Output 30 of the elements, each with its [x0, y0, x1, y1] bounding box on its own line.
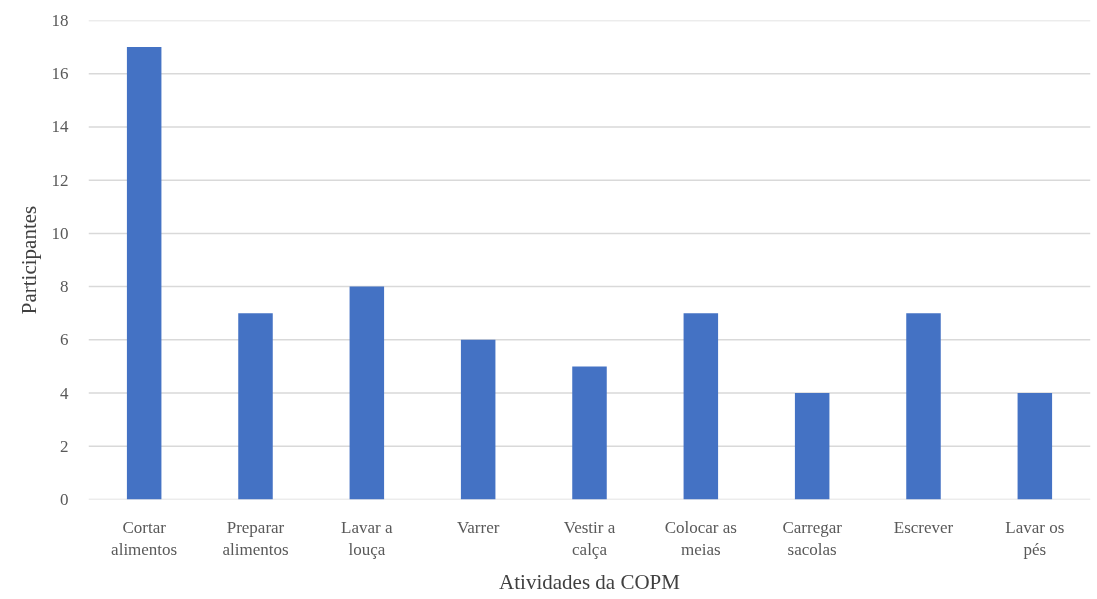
bar [1017, 393, 1053, 500]
bar [238, 313, 273, 500]
bar [906, 313, 941, 500]
x-tick-label: Preparar alimentos [222, 517, 289, 560]
x-axis-title: Atividades da COPM [499, 570, 681, 595]
x-tick-label: Vestir a calça [563, 517, 616, 560]
x-tick-label: Colocar as meias [664, 517, 737, 560]
bar [126, 47, 162, 500]
bar [683, 313, 719, 500]
x-tick-label: Cortar alimentos [111, 517, 178, 560]
y-tick-label: 12 [51, 170, 69, 190]
y-tick-label: 10 [51, 223, 69, 243]
x-tick-label: Lavar a louça [341, 517, 393, 560]
y-tick-label: 18 [51, 11, 69, 30]
y-tick-label: 6 [60, 330, 69, 350]
y-tick-label: 16 [51, 64, 69, 84]
bar [349, 286, 385, 500]
x-tick-label: Escrever [893, 517, 954, 537]
y-tick-label: 4 [60, 383, 69, 403]
bar [572, 366, 607, 500]
y-tick-label: 0 [60, 490, 69, 509]
x-tick-label: Varrer [456, 517, 500, 537]
x-tick-label: Lavar os pés [1005, 517, 1065, 560]
y-tick-label: 14 [51, 117, 69, 137]
y-tick-label: 8 [60, 277, 69, 297]
y-axis-title: Participantes [16, 205, 41, 315]
bar [794, 393, 830, 500]
y-tick-label: 2 [60, 436, 69, 456]
x-tick-label: Carregar sacolas [782, 517, 843, 560]
bar [460, 339, 496, 500]
